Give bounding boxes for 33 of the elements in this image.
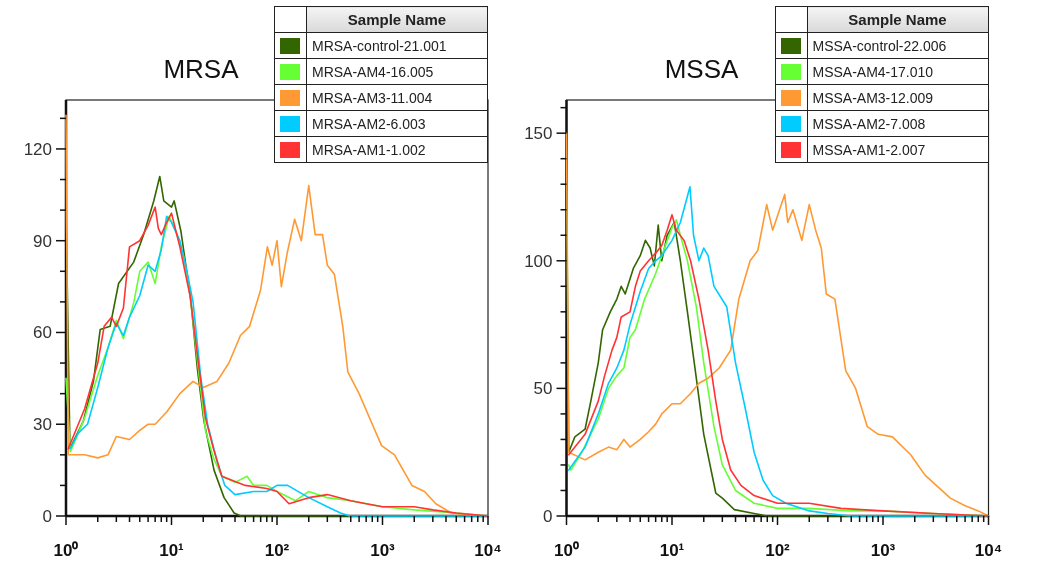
- chart-title: MRSA: [163, 54, 240, 84]
- legend-label: MSSA-AM3-12.009: [807, 84, 988, 111]
- y-tick-label: 60: [33, 323, 52, 343]
- x-tick-label: 10⁴: [474, 541, 502, 560]
- legend-title: Sample Name: [306, 6, 488, 33]
- y-tick-label: 120: [23, 139, 52, 159]
- legend-label: MSSA-control-22.006: [807, 32, 988, 59]
- y-tick-label: 50: [533, 379, 553, 399]
- y-tick-label: 0: [42, 507, 52, 526]
- legend-label: MSSA-AM1-2.007: [807, 136, 988, 163]
- chart-title: MSSA: [664, 54, 739, 84]
- x-tick-label: 10²: [264, 541, 290, 560]
- legend-title: Sample Name: [807, 6, 988, 33]
- y-tick-label: 150: [524, 124, 553, 144]
- legend-label: MSSA-AM4-17.010: [807, 58, 988, 85]
- x-tick-label: 10¹: [659, 541, 685, 560]
- legend-label: MRSA-control-21.001: [306, 32, 488, 59]
- y-tick-label: 30: [33, 415, 52, 435]
- y-tick-label: 100: [524, 251, 553, 271]
- x-tick-label: 10⁰: [53, 541, 79, 560]
- legend-label: MRSA-AM1-1.002: [306, 136, 488, 163]
- x-tick-label: 10³: [870, 541, 896, 560]
- y-tick-label: 90: [33, 231, 52, 251]
- legend-label: MRSA-AM3-11.004: [306, 84, 488, 111]
- legend-label: MRSA-AM2-6.003: [306, 110, 488, 137]
- x-tick-label: 10¹: [159, 541, 185, 560]
- legend-label: MRSA-AM4-16.005: [306, 58, 488, 85]
- x-tick-label: 10⁰: [554, 541, 579, 560]
- x-tick-label: 10⁴: [974, 541, 1003, 560]
- y-tick-label: 0: [543, 507, 553, 526]
- x-tick-label: 10³: [370, 541, 396, 560]
- x-tick-label: 10²: [765, 541, 791, 560]
- legend-label: MSSA-AM2-7.008: [807, 110, 988, 137]
